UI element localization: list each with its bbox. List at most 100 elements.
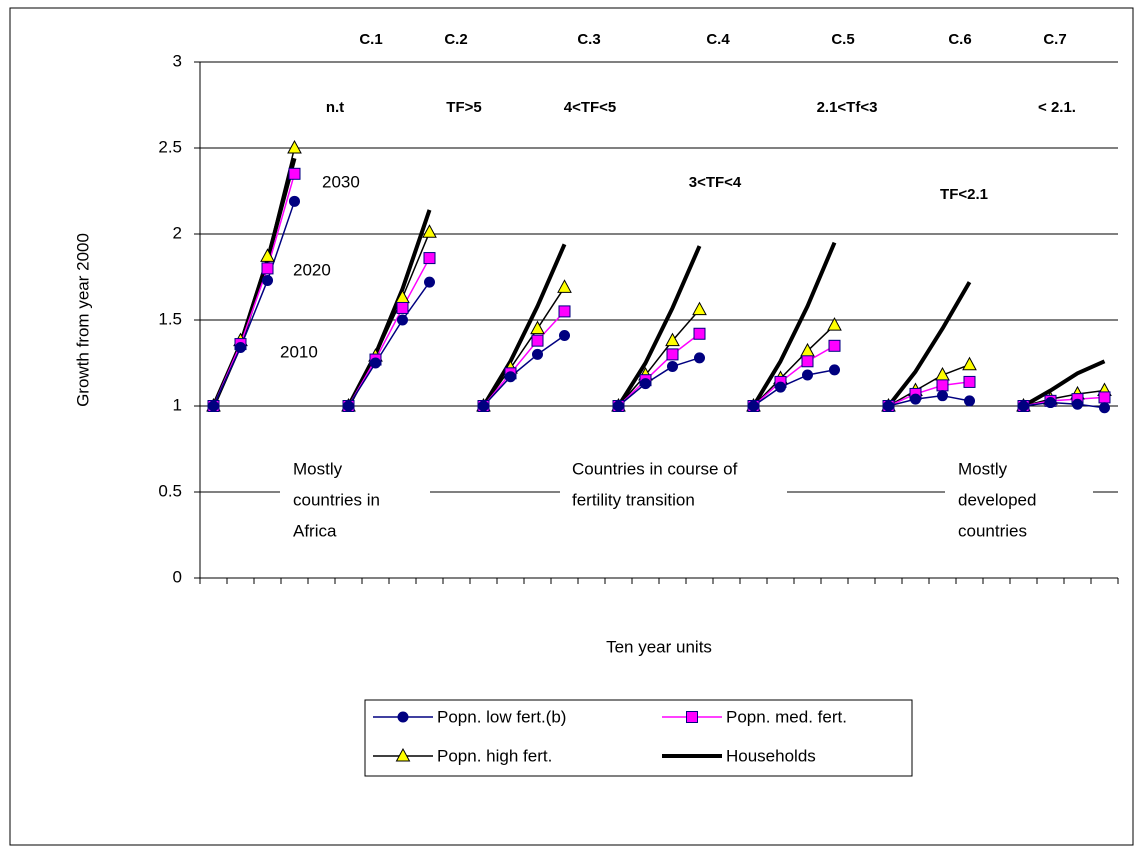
year-label: 2030 [322, 172, 360, 191]
data-point [1018, 400, 1029, 412]
data-point [422, 224, 437, 238]
data-point [937, 390, 948, 402]
data-point [665, 332, 680, 347]
data-point [613, 400, 624, 412]
data-point [559, 329, 570, 341]
legend-marker [395, 747, 411, 762]
data-point [963, 375, 976, 388]
data-point [748, 400, 759, 412]
data-point [694, 352, 705, 364]
data-point [288, 167, 301, 180]
data-point [260, 248, 275, 262]
data-point [910, 393, 921, 405]
legend-label: Households [726, 746, 816, 765]
data-point [423, 252, 436, 265]
group-subtitle: TF>5 [446, 99, 481, 116]
data-point [261, 262, 274, 275]
data-point [801, 355, 814, 368]
region-label: Countries in course of [572, 459, 738, 478]
region-label: developed [958, 490, 1036, 509]
data-point [667, 360, 678, 372]
region-label: countries in [293, 490, 380, 509]
region-label: countries [958, 521, 1027, 540]
data-point [208, 400, 219, 412]
group-subtitle: 2.1<Tf<3 [817, 99, 878, 116]
data-point [532, 348, 543, 360]
data-point [557, 279, 572, 293]
y-tick-label: 0.5 [158, 481, 182, 500]
region-label: Africa [293, 521, 337, 540]
data-point [478, 400, 489, 412]
y-tick-label: 2.5 [158, 137, 182, 156]
legend-marker [397, 711, 409, 723]
data-point [883, 400, 894, 412]
group-subtitle: 4<TF<5 [564, 99, 617, 116]
data-point [828, 339, 841, 352]
data-point [640, 378, 651, 390]
data-point [829, 364, 840, 376]
data-point [370, 357, 381, 369]
group-subtitle: TF<2.1 [940, 186, 988, 203]
y-tick-label: 1.5 [158, 309, 182, 328]
legend-label: Popn. med. fert. [726, 707, 847, 726]
series-line [212, 173, 1105, 407]
data-point [397, 314, 408, 326]
group-subtitle: 3<TF<4 [689, 174, 742, 191]
series-line [212, 147, 1105, 407]
group-subtitle: n.t [326, 99, 344, 116]
group-label: C.1 [359, 31, 382, 48]
data-point [1098, 391, 1111, 404]
data-point [396, 301, 409, 314]
data-point [262, 274, 273, 286]
region-label: Mostly [293, 459, 343, 478]
y-tick-label: 0 [173, 567, 182, 586]
data-point [666, 348, 679, 361]
data-point [558, 305, 571, 318]
data-point [289, 195, 300, 207]
data-point [287, 139, 302, 154]
region-label-bg [560, 455, 787, 545]
region-label: Mostly [958, 459, 1008, 478]
data-point [962, 356, 977, 371]
year-label: 2020 [293, 260, 331, 279]
region-label-bg [280, 455, 430, 545]
group-label: C.6 [948, 31, 971, 48]
data-point [531, 334, 544, 347]
data-point [1072, 398, 1083, 410]
data-point [424, 276, 435, 288]
group-label: C.5 [831, 31, 854, 48]
y-tick-label: 2 [173, 223, 182, 242]
legend-marker [686, 711, 698, 723]
data-point [530, 320, 545, 335]
data-point [343, 400, 354, 412]
data-point [692, 301, 707, 316]
year-label: 2010 [280, 342, 318, 361]
data-point [827, 317, 842, 331]
region-label-bg [945, 455, 1093, 545]
series-line [212, 201, 1105, 409]
data-point [235, 342, 246, 354]
data-point [964, 395, 975, 407]
data-point [505, 371, 516, 383]
region-label: fertility transition [572, 490, 695, 509]
group-label: C.2 [444, 31, 467, 48]
legend-label: Popn. low fert.(b) [437, 707, 566, 726]
data-point [936, 379, 949, 392]
group-label: C.3 [577, 31, 600, 48]
data-point [802, 369, 813, 381]
group-label: C.7 [1043, 31, 1066, 48]
series-line [211, 157, 1106, 408]
y-tick-label: 1 [173, 395, 182, 414]
data-point [1099, 402, 1110, 414]
x-axis-label: Ten year units [606, 637, 712, 656]
data-point [775, 381, 786, 393]
group-label: C.4 [706, 31, 730, 48]
group-subtitle: < 2.1. [1038, 99, 1076, 116]
legend-box [364, 699, 913, 777]
data-point [693, 327, 706, 340]
data-point [1045, 397, 1056, 409]
legend-label: Popn. high fert. [437, 746, 552, 765]
y-tick-label: 3 [173, 51, 182, 70]
